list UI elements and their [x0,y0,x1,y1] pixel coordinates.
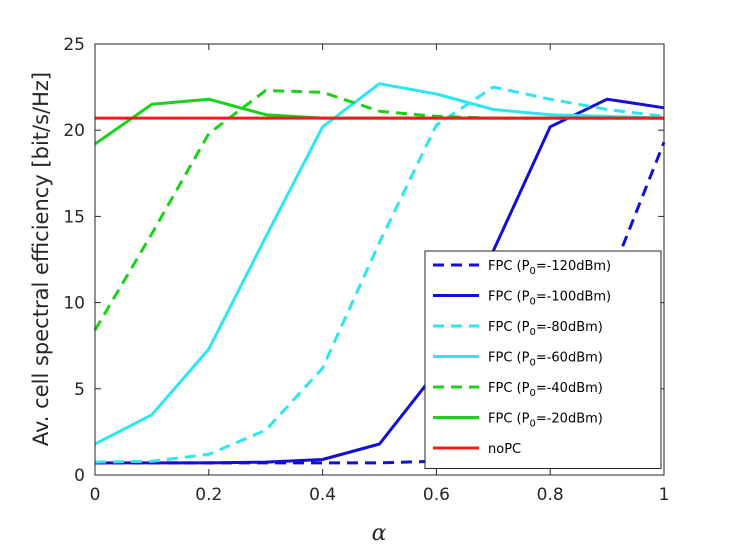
series-line-3 [94,82,665,446]
y-tick-label: 10 [63,294,85,314]
y-tick-label: 5 [74,380,85,400]
series-line-4 [93,89,664,331]
y-tick-label: 0 [74,466,85,486]
x-tick-label: 0.4 [309,485,336,505]
legend-box [424,250,662,469]
legend-label-5: FPC (P0=-20dBm) [488,412,603,430]
y-tick-label: 25 [63,35,85,55]
y-tick-label: 20 [63,121,85,141]
x-axis-label: α [372,521,387,546]
legend: FPC (P0=-120dBm) FPC (P0=-100dBm) FPC (P0=… [424,250,662,469]
series-layer [93,82,666,465]
legend-label-1: FPC (P0=-100dBm) [488,290,611,308]
y-tick-label: 15 [63,207,85,227]
legend-label-6: noPC [488,442,521,457]
x-tick-label: 0.8 [537,485,564,505]
x-tick-label: 1 [659,485,670,505]
x-tick-label: 0.6 [423,485,450,505]
y-axis-label: Av. cell spectral efficiency [bit/s/Hz] [29,72,53,446]
x-tick-label: 0.2 [195,485,222,505]
legend-label-3: FPC (P0=-60dBm) [488,351,603,369]
legend-label-0: FPC (P0=-120dBm) [488,259,611,277]
x-tick-label: 0 [90,485,101,505]
series-line-2 [94,85,665,464]
legend-label-2: FPC (P0=-80dBm) [488,320,603,338]
plot-frame [94,43,665,476]
legend-label-4: FPC (P0=-40dBm) [488,381,603,399]
